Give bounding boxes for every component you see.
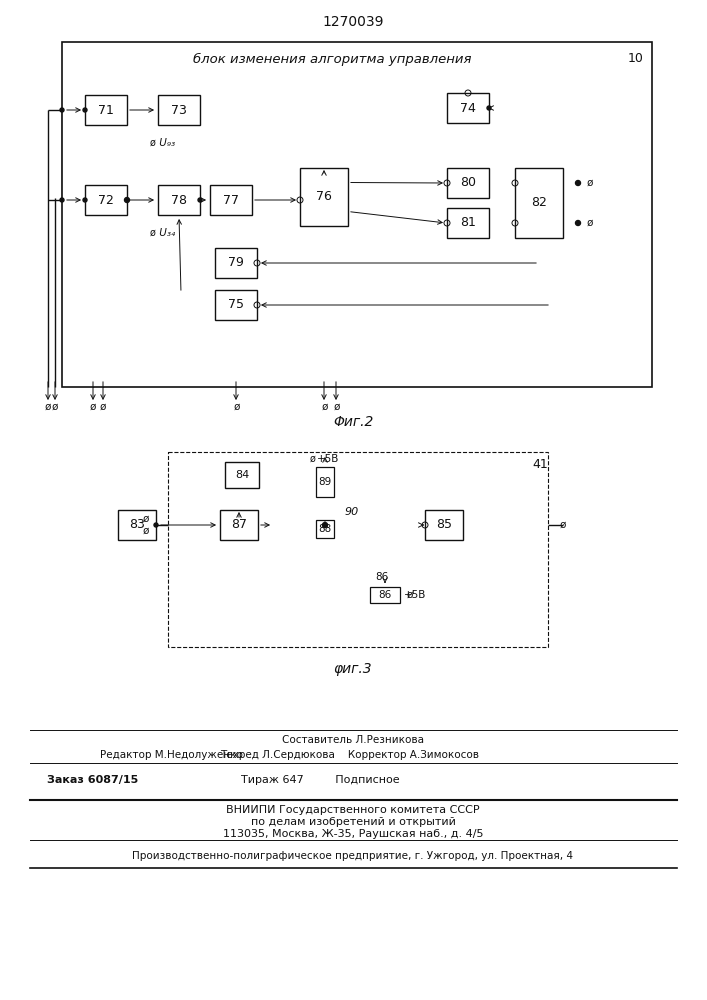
Text: ВНИИПИ Государственного комитета СССР: ВНИИПИ Государственного комитета СССР xyxy=(226,805,480,815)
Text: 79: 79 xyxy=(228,256,244,269)
Text: ø: ø xyxy=(52,402,58,412)
Text: ø: ø xyxy=(560,520,566,530)
Text: ø: ø xyxy=(100,402,106,412)
Bar xyxy=(316,520,334,538)
Text: 76: 76 xyxy=(316,190,332,204)
Text: 89: 89 xyxy=(318,477,332,487)
Bar xyxy=(158,95,200,125)
Text: ø: ø xyxy=(90,402,96,412)
Text: по делам изобретений и открытий: по делам изобретений и открытий xyxy=(250,817,455,827)
Circle shape xyxy=(83,198,87,202)
Circle shape xyxy=(575,180,580,186)
Text: 80: 80 xyxy=(460,176,476,190)
Text: Заказ 6087/15: Заказ 6087/15 xyxy=(47,775,139,785)
Text: ø: ø xyxy=(143,526,149,536)
Text: 90: 90 xyxy=(345,507,359,517)
Text: 77: 77 xyxy=(223,194,239,207)
Bar xyxy=(515,168,563,238)
Text: φиг.3: φиг.3 xyxy=(334,662,373,676)
Text: Тираж 647         Подписное: Тираж 647 Подписное xyxy=(240,775,399,785)
Text: 10: 10 xyxy=(628,52,644,66)
Bar xyxy=(168,452,548,647)
Text: 87: 87 xyxy=(231,518,247,532)
Circle shape xyxy=(198,198,202,202)
Text: 1270039: 1270039 xyxy=(322,15,384,29)
Text: ø: ø xyxy=(150,138,156,148)
Text: ø: ø xyxy=(587,178,593,188)
Text: 72: 72 xyxy=(98,194,114,207)
Text: ø: ø xyxy=(150,228,156,238)
Bar xyxy=(316,467,334,497)
Text: 74: 74 xyxy=(460,102,476,114)
Text: 113035, Москва, Ж-35, Раушская наб., д. 4/5: 113035, Москва, Ж-35, Раушская наб., д. … xyxy=(223,829,484,839)
Text: Редактор М.Недолуженко: Редактор М.Недолуженко xyxy=(100,750,243,760)
Text: U₉₃: U₉₃ xyxy=(156,138,175,148)
Circle shape xyxy=(487,106,491,110)
Text: ø: ø xyxy=(45,402,51,412)
Text: +5В: +5В xyxy=(404,590,426,600)
Text: 86: 86 xyxy=(378,590,392,600)
Text: 82: 82 xyxy=(531,196,547,210)
Text: ø: ø xyxy=(234,402,240,412)
Text: Техред Л.Сердюкова    Корректор А.Зимокосов: Техред Л.Сердюкова Корректор А.Зимокосов xyxy=(221,750,479,760)
Text: 88: 88 xyxy=(318,524,332,534)
Text: 41: 41 xyxy=(532,458,548,471)
Bar xyxy=(118,510,156,540)
Text: 75: 75 xyxy=(228,298,244,312)
Text: 83: 83 xyxy=(129,518,145,532)
Text: 71: 71 xyxy=(98,104,114,116)
Text: ø: ø xyxy=(322,402,328,412)
Circle shape xyxy=(575,221,580,226)
Text: U₃₄: U₃₄ xyxy=(156,228,175,238)
Bar xyxy=(215,290,257,320)
Text: блок изменения алгоритма управления: блок изменения алгоритма управления xyxy=(193,52,472,66)
Circle shape xyxy=(60,198,64,202)
Text: ø: ø xyxy=(587,218,593,228)
Bar xyxy=(220,510,258,540)
Bar xyxy=(62,42,652,387)
Text: ø: ø xyxy=(310,454,316,464)
Text: Составитель Л.Резникова: Составитель Л.Резникова xyxy=(282,735,424,745)
Text: 81: 81 xyxy=(460,217,476,230)
Text: +5В: +5В xyxy=(317,454,339,464)
Bar xyxy=(85,95,127,125)
Text: ø: ø xyxy=(334,402,340,412)
Text: 84: 84 xyxy=(235,470,249,480)
Text: 86: 86 xyxy=(375,572,388,582)
Bar xyxy=(425,510,463,540)
Circle shape xyxy=(154,523,158,527)
Circle shape xyxy=(124,198,129,202)
Circle shape xyxy=(322,522,327,528)
Bar xyxy=(225,462,259,488)
Circle shape xyxy=(60,108,64,112)
Text: Производственно-полиграфическое предприятие, г. Ужгород, ул. Проектная, 4: Производственно-полиграфическое предприя… xyxy=(132,851,573,861)
Bar xyxy=(447,93,489,123)
Bar xyxy=(210,185,252,215)
Bar xyxy=(85,185,127,215)
Bar xyxy=(447,168,489,198)
Text: ø: ø xyxy=(143,514,149,524)
Text: ø: ø xyxy=(407,590,413,600)
Bar xyxy=(215,248,257,278)
Bar xyxy=(300,168,348,226)
Text: 85: 85 xyxy=(436,518,452,532)
Text: 78: 78 xyxy=(171,194,187,207)
Bar xyxy=(447,208,489,238)
Text: Φиг.2: Φиг.2 xyxy=(333,415,373,429)
Circle shape xyxy=(83,108,87,112)
Bar xyxy=(158,185,200,215)
Text: 73: 73 xyxy=(171,104,187,116)
Bar xyxy=(370,587,400,603)
